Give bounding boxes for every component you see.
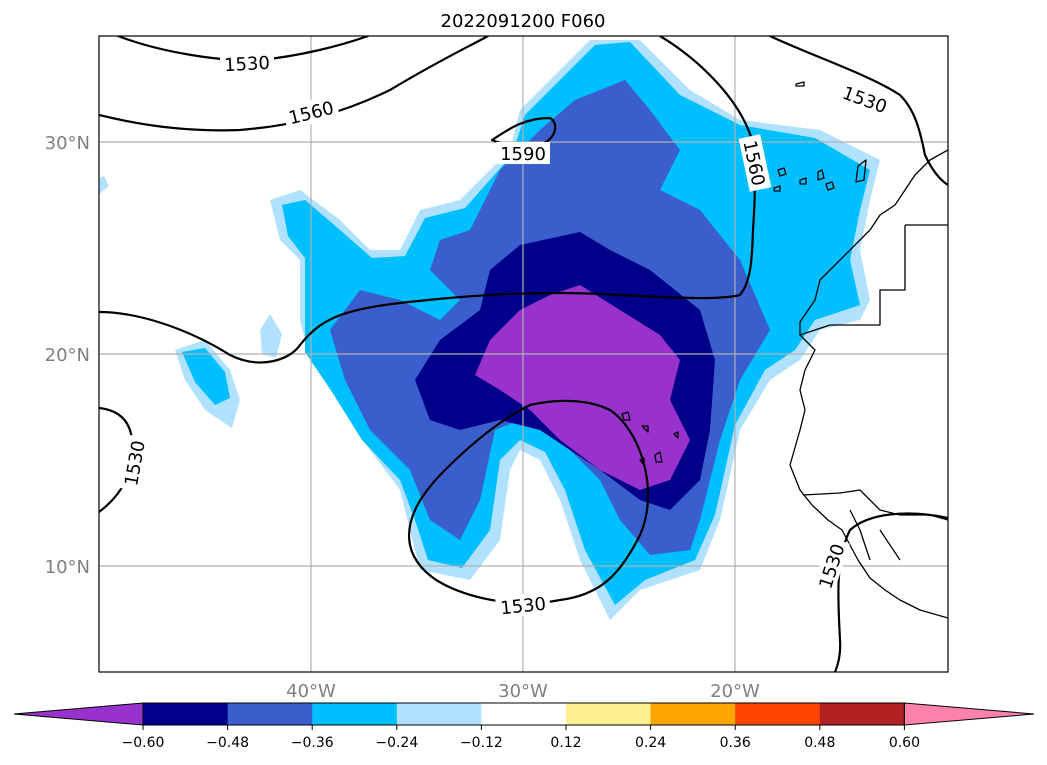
- colorbar-tick-label: 0.24: [635, 735, 666, 751]
- lat-label-30n: 30°N: [45, 133, 90, 154]
- colorbar-tick-label: −0.60: [122, 735, 165, 751]
- lat-label-10n: 10°N: [45, 557, 90, 578]
- anomaly-band-lightest-nw: [99, 176, 109, 194]
- colorbar-tick-label: 0.60: [889, 735, 920, 751]
- colorbar-extend-high: [903, 702, 1035, 726]
- coastline-africa: [789, 149, 948, 619]
- coastline-canary: [773, 81, 867, 192]
- anomaly-band-lightest-isle: [260, 314, 282, 358]
- colorbar-tick-label: 0.48: [804, 735, 835, 751]
- border-morocco: [830, 224, 948, 326]
- map-title: 2022091200 F060: [441, 11, 606, 32]
- contour-labels: 1530 1560 1590 1560 1530 1530 1530 1530: [118, 52, 895, 620]
- anomaly-band-light-west: [182, 348, 230, 405]
- colorbar-segment: [481, 703, 567, 725]
- coastlines: [621, 81, 948, 619]
- colorbar-tick-label: 0.36: [720, 735, 751, 751]
- map-frame: [98, 35, 949, 673]
- colorbar-segment: [396, 703, 482, 725]
- colorbar-tick-label: −0.48: [206, 735, 249, 751]
- colorbar-segment: [312, 703, 398, 725]
- anomaly-band-core: [475, 285, 690, 490]
- lon-label-30w: 30°W: [498, 681, 548, 702]
- anomaly-shading: [99, 40, 880, 620]
- lon-label-40w: 40°W: [286, 681, 336, 702]
- colorbar-outline: [142, 702, 905, 726]
- contour-label: 1530: [499, 594, 547, 620]
- colorbar-segments: [13, 702, 1035, 726]
- border-mauritania: [799, 324, 831, 336]
- colorbar-segment: [819, 703, 905, 725]
- colorbar-tick-label: −0.12: [460, 735, 503, 751]
- colorbar-segment: [650, 703, 736, 725]
- longitude-labels: 40°W 30°W 20°W: [286, 681, 760, 702]
- colorbar-segment: [566, 703, 652, 725]
- lon-label-20w: 20°W: [710, 681, 760, 702]
- contour-1530-south: [407, 399, 650, 605]
- colorbar: −0.60 −0.48 −0.36 −0.24 −0.12 0.12 0.24 0.36 0.4…: [13, 702, 1035, 751]
- contour-1530-ne: [768, 36, 948, 187]
- colorbar-segment: [227, 703, 313, 725]
- lat-label-20n: 20°N: [45, 345, 90, 366]
- colorbar-extend-low: [13, 702, 144, 726]
- colorbar-ticks: −0.60 −0.48 −0.36 −0.24 −0.12 0.12 0.24 0.36 0.4…: [122, 725, 920, 751]
- colorbar-tick-label: −0.36: [291, 735, 334, 751]
- coastline-capeverde: [621, 411, 679, 466]
- contour-label: 1530: [224, 53, 271, 76]
- colorbar-tick-label: −0.24: [375, 735, 418, 751]
- colorbar-segment: [735, 703, 821, 725]
- colorbar-tick-label: 0.12: [550, 735, 581, 751]
- contour-label: 1590: [500, 144, 546, 165]
- latitude-labels: 30°N 20°N 10°N: [45, 133, 90, 578]
- colorbar-segment: [143, 703, 229, 725]
